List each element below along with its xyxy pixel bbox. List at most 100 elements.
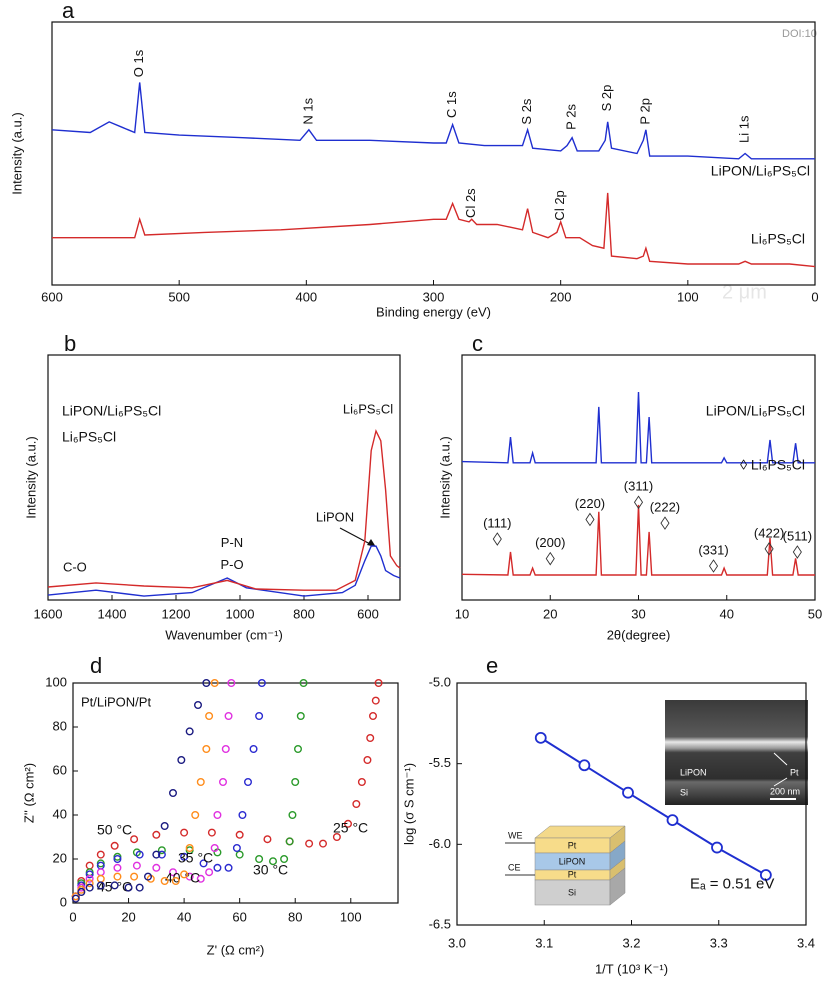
series-line [461, 504, 815, 576]
data-point [85, 879, 94, 888]
x-tick-label: 80 [288, 909, 302, 924]
x-tick-label: 10 [455, 606, 469, 621]
y-axis-label: Intensity (a.u.) [9, 112, 24, 194]
data-point [180, 852, 189, 861]
reflection-marker [792, 545, 802, 559]
x-tick-label: 40 [720, 606, 734, 621]
panel: b 1600 1400 1200 1000 800 600 Wavenumber (cm⁻¹)… [23, 331, 401, 642]
data-point [96, 850, 105, 859]
reflection-marker [708, 559, 719, 573]
annotation: (220) [575, 496, 605, 511]
series-line [52, 192, 816, 268]
data-point [363, 756, 372, 765]
data-point [130, 835, 139, 844]
data-point [130, 872, 139, 881]
layer-side [609, 867, 626, 906]
y-tick-label: 100 [45, 674, 67, 689]
data-point [96, 881, 105, 890]
legend-label: ◊ Li₆PS₅Cl [740, 457, 805, 473]
x-tick-label: 1600 [34, 606, 63, 621]
annotation: C 1s [444, 91, 459, 118]
y-axis-label: Intensity (a.u.) [437, 436, 452, 518]
panel-letter: c [472, 331, 483, 356]
annotation: O 1s [131, 49, 146, 77]
y-axis-label: Intensity (a.u.) [23, 436, 38, 518]
reflection-marker [585, 512, 595, 527]
data-point [319, 839, 328, 848]
data-point [578, 759, 591, 772]
annotation: N 1s [300, 97, 315, 124]
x-tick-label: 50 [808, 606, 822, 621]
x-tick-label: 3.1 [535, 935, 553, 950]
x-tick-label: 30 [631, 606, 645, 621]
data-point [357, 778, 366, 787]
legend-label: 45 °C [97, 879, 132, 895]
data-point [85, 874, 94, 883]
watermark: 2 μm [722, 281, 767, 303]
y-tick-label: 40 [53, 806, 67, 821]
x-tick-label: 400 [295, 289, 317, 304]
data-point [77, 888, 86, 897]
data-point [280, 855, 289, 864]
annotation: LiPON [316, 509, 354, 524]
data-point [666, 814, 679, 827]
panel-letter: d [90, 653, 102, 678]
annotation: (200) [535, 535, 565, 550]
data-point [180, 870, 189, 879]
series-line [47, 428, 401, 591]
x-tick-label: 20 [121, 909, 135, 924]
x-tick-label: 20 [543, 606, 557, 621]
data-point [180, 828, 189, 837]
x-tick-label: 800 [293, 606, 315, 621]
x-tick-label: 1200 [162, 606, 191, 621]
reflection-marker [545, 551, 555, 566]
x-tick-label: 100 [677, 289, 699, 304]
x-axis-label: Wavenumber (cm⁻¹) [165, 627, 283, 642]
data-point [191, 811, 200, 820]
data-point [759, 869, 772, 881]
panel: e 3.0 3.1 3.2 3.3 3.4 -5.0 -5.5 -6.0 -6.5 1/T (10³… [401, 653, 815, 977]
data-point [113, 855, 122, 864]
legend-label: Li₆PS₅Cl [751, 231, 805, 247]
legend-label: 30 °C [253, 862, 288, 878]
annotation: (111) [483, 515, 511, 530]
annotation: S 2p [599, 85, 614, 112]
data-point [199, 859, 208, 868]
data-point [285, 837, 294, 846]
legend-label: 50 °C [97, 822, 132, 838]
annotation: Li 1s [736, 115, 751, 143]
annotation: (422) [754, 525, 784, 540]
x-tick-label: 0 [811, 289, 818, 304]
data-point [85, 861, 94, 870]
data-point [269, 857, 278, 866]
data-point [224, 712, 233, 721]
x-tick-label: 200 [550, 289, 572, 304]
reflection-marker [633, 495, 644, 510]
data-point [196, 778, 205, 787]
annotation: Cl 2p [552, 190, 567, 220]
x-axis-label: Z' (Ω cm²) [207, 942, 265, 957]
series-line [51, 82, 815, 160]
sem-image [665, 700, 808, 805]
data-point [296, 712, 305, 721]
y-tick-label: -5.5 [429, 755, 451, 770]
data-point [224, 863, 233, 872]
data-point [196, 874, 205, 883]
data-point [213, 811, 222, 820]
data-point [152, 850, 161, 859]
data-point [185, 844, 194, 853]
data-point [255, 712, 264, 721]
data-point [213, 863, 222, 872]
data-point [305, 839, 314, 848]
panel: a 600 500 400 300 200 100 0 Binding energy (eV) I… [9, 0, 818, 319]
reflection-marker [660, 516, 670, 530]
electrode-label: CE [508, 862, 521, 872]
plot-frame [461, 354, 816, 601]
data-point [235, 850, 244, 859]
data-point [110, 881, 119, 890]
plot-frame [47, 354, 401, 601]
legend-label: LiPON/Li₆PS₅Cl [706, 403, 805, 419]
x-tick-label: 600 [357, 606, 379, 621]
x-tick-label: 3.4 [797, 935, 815, 950]
layer-label: Pt [568, 840, 577, 850]
